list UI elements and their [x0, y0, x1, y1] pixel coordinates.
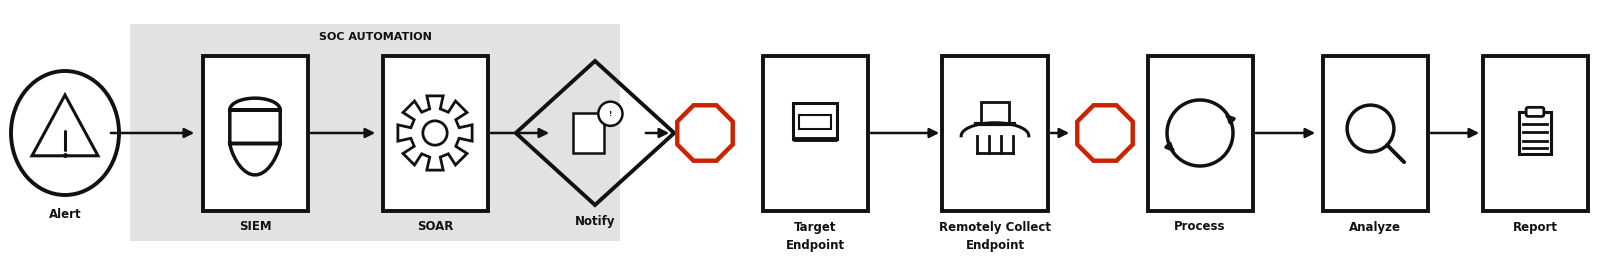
Text: Report: Report — [1512, 220, 1557, 234]
FancyBboxPatch shape — [763, 55, 867, 211]
FancyBboxPatch shape — [382, 55, 488, 211]
Text: Target: Target — [794, 220, 837, 234]
Text: Remotely Collect: Remotely Collect — [939, 220, 1051, 234]
Text: Analyze: Analyze — [1349, 220, 1402, 234]
Text: SIEM: SIEM — [238, 220, 272, 234]
FancyBboxPatch shape — [794, 103, 837, 139]
FancyBboxPatch shape — [573, 113, 603, 153]
Circle shape — [598, 102, 622, 126]
Text: Alert: Alert — [48, 208, 82, 221]
FancyBboxPatch shape — [1323, 55, 1427, 211]
Text: SOC AUTOMATION: SOC AUTOMATION — [318, 32, 432, 42]
Text: Notify: Notify — [574, 215, 616, 228]
FancyBboxPatch shape — [130, 24, 621, 241]
FancyBboxPatch shape — [203, 55, 307, 211]
FancyBboxPatch shape — [1518, 112, 1552, 154]
FancyBboxPatch shape — [942, 55, 1048, 211]
Text: SOAR: SOAR — [418, 220, 453, 234]
FancyBboxPatch shape — [1483, 55, 1587, 211]
Text: Endpoint: Endpoint — [786, 239, 845, 251]
FancyBboxPatch shape — [1147, 55, 1253, 211]
Text: Endpoint: Endpoint — [965, 239, 1024, 251]
FancyBboxPatch shape — [981, 102, 1010, 124]
Text: !: ! — [608, 111, 613, 117]
FancyBboxPatch shape — [1526, 107, 1544, 116]
FancyBboxPatch shape — [798, 115, 830, 129]
Text: Process: Process — [1174, 220, 1226, 234]
